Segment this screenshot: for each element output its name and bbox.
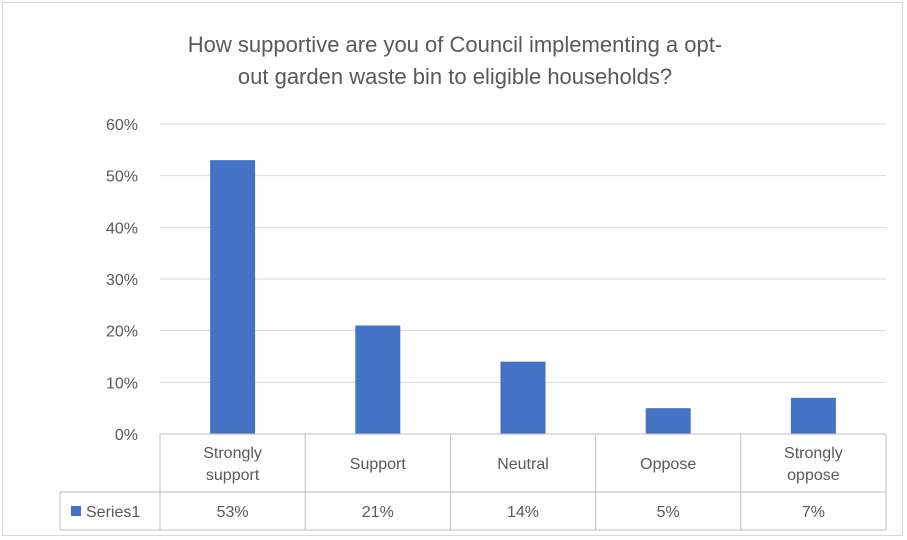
category-label: support [206, 467, 260, 484]
series-name: Series1 [86, 504, 140, 521]
bar [210, 160, 256, 434]
chart-title-line-1: How supportive are you of Council implem… [188, 32, 722, 57]
y-tick-label: 60% [106, 117, 138, 134]
chart-title-line-2: out garden waste bin to eligible househo… [238, 64, 672, 89]
bar [500, 361, 546, 434]
bar [645, 408, 691, 434]
legend-key [71, 506, 81, 516]
data-table: Strongly support Support Neutral Oppose Stron… [59, 433, 887, 531]
data-label: 7% [802, 504, 825, 521]
chart-title: How supportive are you of Council implem… [188, 32, 722, 89]
gridlines [160, 123, 886, 383]
category-label: oppose [787, 467, 840, 484]
category-label: Strongly [203, 445, 262, 462]
data-label: 5% [657, 504, 680, 521]
data-label: 14% [507, 504, 539, 521]
bar [355, 325, 401, 434]
category-label: Neutral [497, 456, 549, 473]
bars [210, 160, 836, 434]
y-tick-label: 10% [106, 375, 138, 392]
category-label: Oppose [640, 456, 696, 473]
data-label: 53% [217, 504, 249, 521]
y-tick-label: 20% [106, 324, 138, 341]
category-label: Support [350, 456, 407, 473]
y-axis: 0% 10% 20% 30% 40% 50% 60% [106, 117, 138, 444]
y-tick-label: 30% [106, 272, 138, 289]
y-tick-label: 0% [115, 427, 138, 444]
y-tick-label: 50% [106, 169, 138, 186]
data-label: 21% [362, 504, 394, 521]
y-tick-label: 40% [106, 220, 138, 237]
bar [790, 397, 836, 434]
category-label: Strongly [784, 445, 843, 462]
